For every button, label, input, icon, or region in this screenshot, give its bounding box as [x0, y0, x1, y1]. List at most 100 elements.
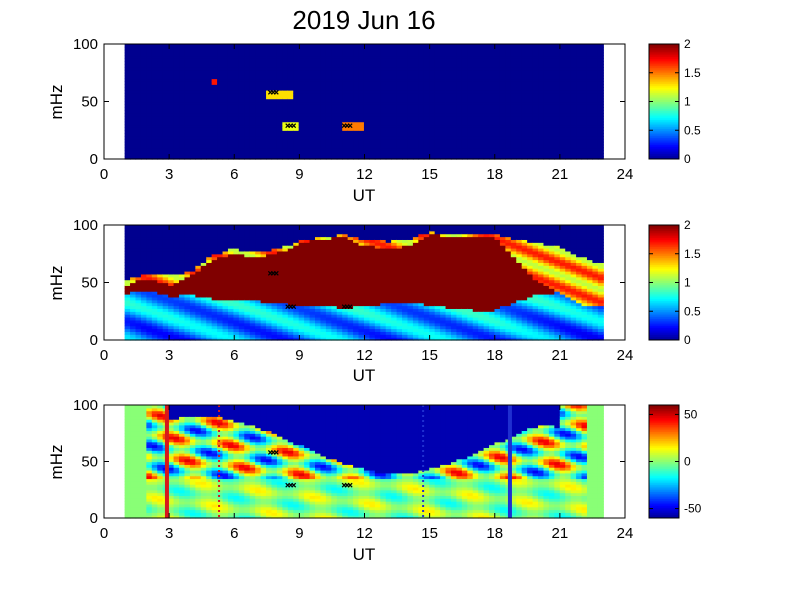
heatmap-cell: [499, 87, 506, 91]
heatmap-cell: [266, 69, 273, 74]
heatmap-cell: [353, 61, 360, 65]
heatmap-cell: [402, 121, 409, 126]
heatmap-cell: [200, 225, 207, 229]
heatmap-cell: [429, 127, 436, 131]
heatmap-cell: [293, 225, 300, 229]
colorbar-segment: [649, 121, 679, 124]
heatmap-cell: [244, 72, 251, 77]
heatmap-cell: [249, 113, 256, 117]
heatmap-cell: [532, 64, 539, 68]
heatmap-cell: [217, 138, 224, 143]
heatmap-cell: [353, 92, 360, 97]
heatmap-cell: [255, 52, 262, 57]
heatmap-cell: [374, 104, 381, 108]
colorbar-segment: [649, 97, 679, 101]
heatmap-cell: [592, 78, 599, 82]
heatmap-cell: [238, 141, 245, 146]
heatmap-cell: [227, 121, 235, 126]
heatmap-cell: [423, 84, 430, 88]
heatmap-cell: [445, 98, 452, 103]
heatmap-cell: [505, 113, 512, 117]
heatmap-cell: [570, 113, 577, 117]
heatmap-cell: [369, 153, 376, 157]
heatmap-cell: [195, 256, 202, 261]
heatmap-cell: [157, 90, 164, 94]
heatmap-cell: [483, 75, 490, 80]
heatmap-cell: [336, 61, 343, 65]
heatmap-cell: [309, 61, 316, 65]
heatmap-cell: [527, 133, 534, 137]
heatmap-cell: [353, 84, 360, 88]
heatmap-cell: [168, 138, 175, 143]
heatmap-cell: [124, 308, 131, 312]
heatmap-cell: [407, 156, 414, 160]
heatmap-cell: [527, 121, 534, 126]
heatmap-cell: [478, 144, 485, 149]
heatmap-cell: [499, 64, 506, 68]
heatmap-cell: [336, 121, 343, 126]
heatmap-cell: [282, 150, 289, 154]
heatmap-cell: [195, 153, 202, 157]
heatmap-cell: [146, 242, 153, 246]
heatmap-cell: [396, 90, 403, 94]
heatmap-cell: [320, 118, 327, 123]
heatmap-cell: [206, 156, 213, 160]
heatmap-cell: [570, 144, 577, 149]
heatmap-cell: [597, 144, 604, 149]
heatmap-cell: [402, 52, 409, 57]
heatmap-cell: [222, 136, 229, 140]
heatmap-cell: [179, 150, 186, 154]
heatmap-cell: [423, 75, 430, 80]
heatmap-cell: [385, 95, 392, 100]
heatmap-cell: [597, 90, 604, 94]
heatmap-cell: [527, 75, 534, 80]
heatmap-cell: [478, 95, 485, 100]
heatmap-cell: [494, 130, 501, 134]
heatmap-cell: [179, 130, 186, 134]
heatmap-cell: [124, 141, 131, 146]
heatmap-cell: [217, 153, 224, 157]
heatmap-cell: [266, 138, 273, 143]
heatmap-cell: [510, 136, 517, 140]
heatmap-cell: [342, 130, 349, 134]
heatmap-cell: [456, 150, 463, 154]
heatmap-cell: [331, 156, 338, 160]
heatmap-cell: [510, 130, 517, 134]
heatmap-cell: [478, 107, 485, 111]
heatmap-cell: [336, 107, 343, 111]
heatmap-cell: [445, 138, 452, 143]
heatmap-cell: [429, 69, 436, 74]
heatmap-cell: [325, 147, 332, 151]
heatmap-cell: [151, 268, 158, 272]
heatmap-cell: [423, 101, 430, 105]
heatmap-cell: [478, 150, 485, 154]
heatmap-cell: [162, 127, 169, 131]
heatmap-cell: [581, 153, 588, 157]
heatmap-cell: [407, 110, 414, 114]
heatmap-cell: [489, 130, 496, 134]
heatmap-cell: [445, 55, 452, 59]
heatmap-cell: [233, 130, 240, 134]
heatmap-cell: [168, 233, 175, 238]
heatmap-cell: [244, 121, 251, 126]
heatmap-cell: [287, 107, 294, 111]
heatmap-cell: [189, 64, 196, 68]
heatmap-cell: [271, 81, 278, 85]
heatmap-cell: [135, 259, 142, 263]
heatmap-cell: [402, 115, 409, 120]
heatmap-cell: [347, 87, 354, 91]
heatmap-cell: [200, 55, 207, 59]
heatmap-cell: [499, 55, 506, 59]
heatmap-cell: [358, 46, 365, 51]
heatmap-cell: [369, 64, 376, 68]
heatmap-cell: [532, 115, 539, 120]
colorbar-segment: [649, 70, 679, 74]
heatmap-cell: [189, 248, 196, 252]
heatmap-cell: [195, 87, 202, 91]
heatmap-cell: [200, 124, 207, 128]
heatmap-cell: [162, 144, 169, 149]
heatmap-cell: [260, 98, 267, 103]
heatmap-cell: [527, 141, 534, 146]
heatmap-cell: [217, 81, 224, 85]
heatmap-cell: [374, 49, 381, 54]
